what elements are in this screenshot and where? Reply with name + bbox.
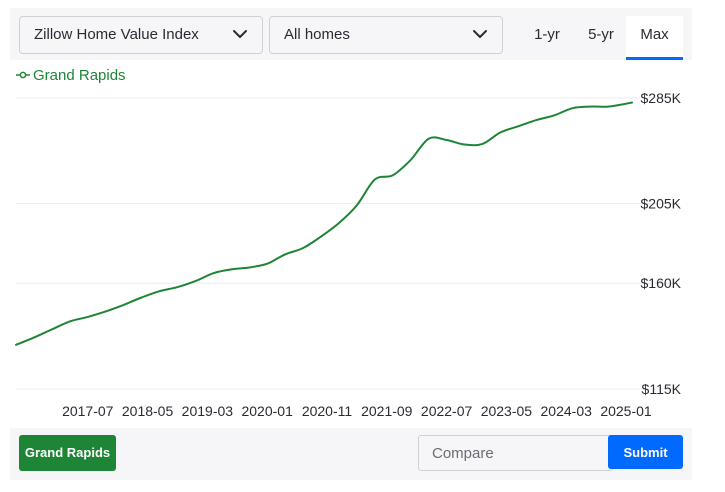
grand-rapids-button[interactable]: Grand Rapids	[19, 435, 116, 471]
legend-line-marker-icon	[16, 71, 30, 79]
x-tick-label: 2020-01	[241, 403, 293, 419]
y-tick-label: $205K	[641, 196, 682, 212]
chart-controls-bar: Zillow Home Value Index All homes 1-yr 5…	[10, 8, 692, 60]
x-tick-label: 2017-07	[62, 403, 114, 419]
compare-bar: Grand Rapids Submit	[10, 428, 692, 480]
x-tick-label: 2025-01	[600, 403, 652, 419]
x-tick-label: 2022-07	[421, 403, 473, 419]
tab-1yr[interactable]: 1-yr	[534, 26, 560, 43]
chevron-down-icon	[473, 30, 487, 38]
index-select[interactable]: Zillow Home Value Index	[19, 16, 263, 54]
index-select-label: Zillow Home Value Index	[34, 26, 199, 43]
tab-max[interactable]: Max	[626, 16, 683, 60]
x-tick-label: 2021-09	[361, 403, 413, 419]
y-tick-label: $160K	[641, 275, 682, 291]
x-tick-label: 2023-05	[481, 403, 533, 419]
y-tick-label: $115K	[642, 381, 682, 397]
x-tick-label: 2020-11	[302, 403, 353, 419]
x-tick-label: 2019-03	[182, 403, 234, 419]
legend-label: Grand Rapids	[33, 67, 126, 84]
submit-button[interactable]: Submit	[608, 435, 683, 469]
x-tick-label: 2024-03	[541, 403, 593, 419]
series-line-grand-rapids[interactable]	[15, 101, 633, 346]
home-type-select-label: All homes	[284, 26, 350, 43]
chevron-down-icon	[233, 30, 247, 38]
tab-5yr[interactable]: 5-yr	[588, 26, 614, 43]
compare-input[interactable]	[418, 435, 613, 471]
y-tick-label: $285K	[641, 90, 682, 106]
home-type-select[interactable]: All homes	[269, 16, 503, 54]
x-tick-label: 2018-05	[122, 403, 174, 419]
